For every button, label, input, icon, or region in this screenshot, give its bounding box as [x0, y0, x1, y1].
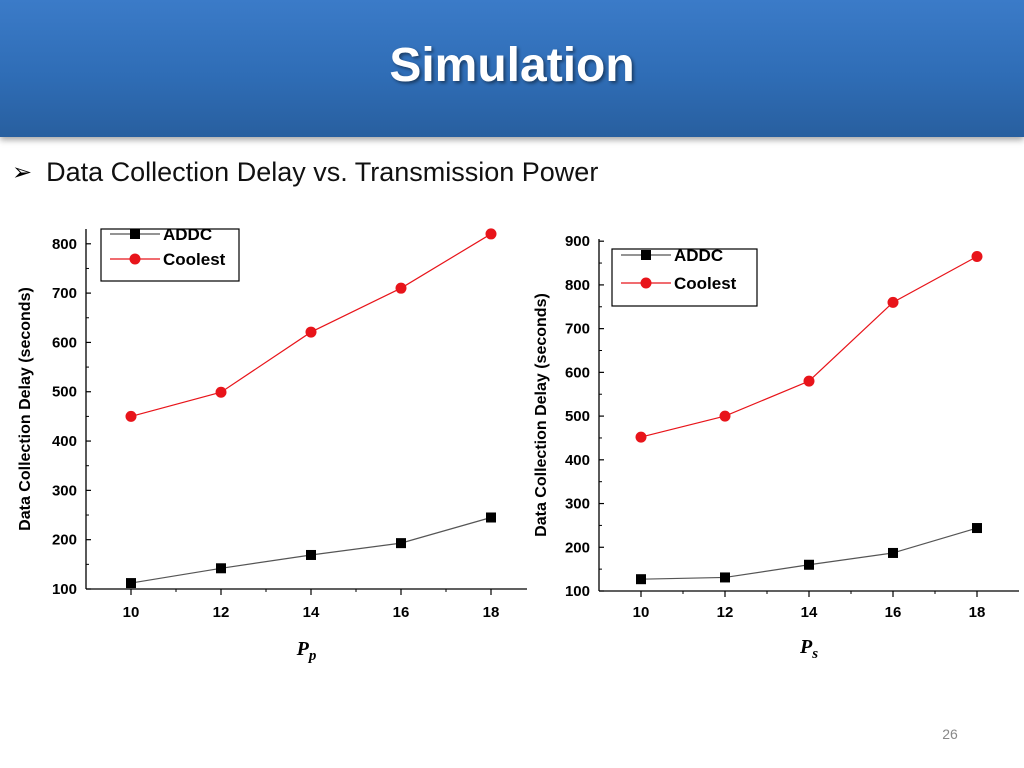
legend-label-coolest: Coolest	[674, 274, 737, 293]
data-point-addc	[306, 549, 316, 560]
legend-label-coolest: Coolest	[163, 250, 226, 269]
x-tick-label: 16	[885, 604, 902, 621]
bullet-text: Data Collection Delay vs. Transmission P…	[46, 156, 599, 187]
x-tick-label: 18	[969, 604, 986, 621]
y-tick-label: 700	[52, 285, 77, 302]
data-point-coolest	[635, 431, 647, 443]
x-tick-label: 10	[633, 604, 650, 621]
y-tick-label: 100	[52, 581, 77, 598]
data-point-addc	[126, 578, 136, 589]
data-point-coolest	[719, 410, 731, 422]
data-point-addc	[888, 547, 898, 558]
data-point-addc	[720, 572, 730, 583]
data-point-coolest	[215, 386, 227, 398]
legend-marker-coolest	[129, 253, 141, 265]
data-point-coolest	[125, 410, 137, 422]
x-tick-label: 14	[303, 604, 320, 621]
y-tick-label: 200	[565, 539, 590, 556]
y-tick-label: 400	[565, 452, 590, 469]
x-tick-label: 12	[717, 604, 734, 621]
y-axis-label: Data Collection Delay (seconds)	[533, 293, 550, 537]
data-point-addc	[216, 563, 226, 574]
data-point-addc	[636, 574, 646, 585]
data-point-coolest	[485, 228, 497, 240]
legend-box	[611, 248, 758, 307]
x-tick-label: 14	[801, 604, 818, 621]
y-tick-label: 400	[52, 433, 77, 450]
bullet-row: ➢ Data Collection Delay vs. Transmission…	[12, 153, 598, 191]
y-tick-label: 200	[52, 532, 77, 549]
y-tick-label: 700	[565, 321, 590, 338]
legend-marker-addc	[130, 229, 140, 239]
legend-marker-coolest	[640, 277, 652, 289]
y-tick-label: 500	[565, 408, 590, 425]
data-point-coolest	[803, 375, 815, 387]
y-axis-label: Data Collection Delay (seconds)	[17, 287, 34, 531]
data-point-addc	[396, 538, 406, 549]
x-tick-label: 16	[393, 604, 410, 621]
data-point-addc	[972, 523, 982, 534]
y-tick-label: 600	[565, 364, 590, 381]
x-tick-label: 12	[213, 604, 230, 621]
data-point-coolest	[395, 282, 407, 294]
data-point-addc	[486, 512, 496, 523]
x-tick-label: 10	[123, 604, 140, 621]
x-axis-label-sub: p	[307, 648, 317, 664]
y-tick-label: 800	[52, 236, 77, 253]
slide-title: Simulation	[389, 39, 635, 92]
y-tick-label: 300	[52, 482, 77, 499]
y-tick-label: 800	[565, 277, 590, 294]
chart-right: 100 200 300 400 500 600 700 800 900 10 12 14 16 18 Dat…	[533, 233, 1019, 662]
y-tick-label: 100	[565, 583, 590, 600]
chart-left: 100 200 300 400 500 600 700 800 10 12 14 16 18 Data C…	[17, 225, 527, 664]
legend-marker-addc	[641, 250, 651, 260]
x-axis-label-sub: s	[811, 646, 818, 662]
y-tick-label: 500	[52, 384, 77, 401]
series-line-addc	[640, 527, 978, 580]
x-axis-label-main: P	[799, 636, 813, 658]
x-axis-label-main: P	[296, 638, 310, 660]
x-tick-label: 18	[483, 604, 500, 621]
data-point-coolest	[305, 326, 317, 338]
data-point-addc	[804, 559, 814, 570]
legend-label-addc: ADDC	[163, 225, 212, 244]
x-axis-label: Ps	[799, 636, 818, 662]
title-bar: Simulation	[0, 0, 1024, 137]
legend-box	[100, 228, 240, 282]
data-point-coolest	[887, 296, 899, 308]
data-point-coolest	[971, 250, 983, 262]
y-tick-label: 300	[565, 496, 590, 513]
page-number: 26	[942, 726, 958, 742]
arrow-bullet-icon: ➢	[12, 158, 33, 186]
legend-label-addc: ADDC	[674, 246, 723, 265]
y-tick-label: 900	[565, 233, 590, 250]
y-tick-label: 600	[52, 334, 77, 351]
x-axis-label: Pp	[296, 638, 317, 664]
